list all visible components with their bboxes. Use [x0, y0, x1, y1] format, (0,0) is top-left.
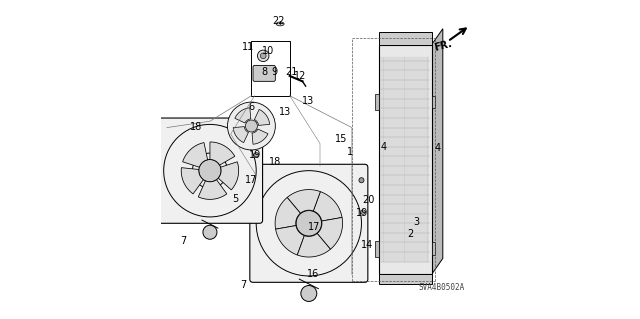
- Circle shape: [361, 210, 365, 214]
- Polygon shape: [276, 226, 305, 255]
- Text: 7: 7: [180, 236, 187, 246]
- Text: 21: 21: [285, 67, 298, 78]
- Polygon shape: [210, 142, 235, 165]
- Text: 16: 16: [307, 269, 319, 279]
- Polygon shape: [218, 162, 239, 190]
- Bar: [431, 96, 435, 108]
- Polygon shape: [275, 197, 300, 229]
- Circle shape: [254, 152, 259, 157]
- FancyBboxPatch shape: [253, 65, 275, 81]
- Polygon shape: [252, 129, 268, 144]
- Text: FR.: FR.: [433, 39, 453, 53]
- Polygon shape: [235, 108, 251, 123]
- Circle shape: [199, 160, 221, 182]
- Circle shape: [203, 225, 217, 239]
- Text: 5: 5: [232, 194, 239, 204]
- Circle shape: [227, 102, 275, 150]
- FancyBboxPatch shape: [157, 118, 262, 223]
- Circle shape: [359, 178, 364, 183]
- Polygon shape: [198, 180, 227, 199]
- Circle shape: [257, 50, 269, 62]
- Text: 19: 19: [356, 208, 369, 218]
- Bar: [431, 242, 435, 255]
- Text: 15: 15: [335, 134, 347, 144]
- Polygon shape: [317, 218, 342, 249]
- Text: 9: 9: [271, 67, 278, 77]
- Text: 1: 1: [348, 146, 353, 157]
- Text: 14: 14: [361, 240, 373, 250]
- Bar: [375, 94, 379, 110]
- Polygon shape: [298, 234, 330, 257]
- Ellipse shape: [276, 22, 284, 26]
- Bar: [379, 32, 431, 45]
- Polygon shape: [287, 189, 321, 213]
- Text: 17: 17: [308, 222, 321, 232]
- Circle shape: [296, 211, 321, 236]
- Bar: [146, 160, 151, 182]
- Text: 18: 18: [190, 122, 202, 132]
- Circle shape: [245, 120, 257, 132]
- Polygon shape: [182, 143, 207, 167]
- Circle shape: [301, 286, 317, 301]
- Bar: [375, 241, 379, 257]
- Text: 13: 13: [280, 107, 292, 117]
- FancyBboxPatch shape: [250, 164, 368, 282]
- Text: 10: 10: [262, 46, 275, 56]
- Text: 8: 8: [261, 67, 268, 77]
- Bar: [379, 274, 431, 284]
- Polygon shape: [255, 109, 269, 125]
- Text: 12: 12: [294, 70, 306, 81]
- Text: 11: 11: [242, 42, 254, 52]
- Text: 2: 2: [407, 229, 413, 240]
- Bar: [252, 41, 290, 96]
- Text: 4: 4: [381, 142, 387, 152]
- Text: 19: 19: [250, 150, 262, 160]
- Text: 17: 17: [245, 175, 258, 185]
- Bar: [379, 45, 431, 274]
- Text: 13: 13: [301, 96, 314, 107]
- Text: 20: 20: [363, 195, 375, 205]
- Text: SVA4B0502A: SVA4B0502A: [418, 283, 465, 292]
- Circle shape: [193, 153, 227, 188]
- Circle shape: [260, 53, 266, 59]
- Text: 7: 7: [240, 279, 246, 290]
- Polygon shape: [431, 29, 443, 274]
- Polygon shape: [233, 127, 248, 143]
- Polygon shape: [314, 192, 342, 221]
- Text: 18: 18: [269, 157, 281, 167]
- Text: 6: 6: [248, 102, 255, 112]
- Text: 3: 3: [413, 217, 419, 227]
- Polygon shape: [181, 168, 204, 194]
- Circle shape: [287, 201, 331, 246]
- Text: 22: 22: [272, 16, 285, 26]
- Text: 4: 4: [435, 143, 441, 153]
